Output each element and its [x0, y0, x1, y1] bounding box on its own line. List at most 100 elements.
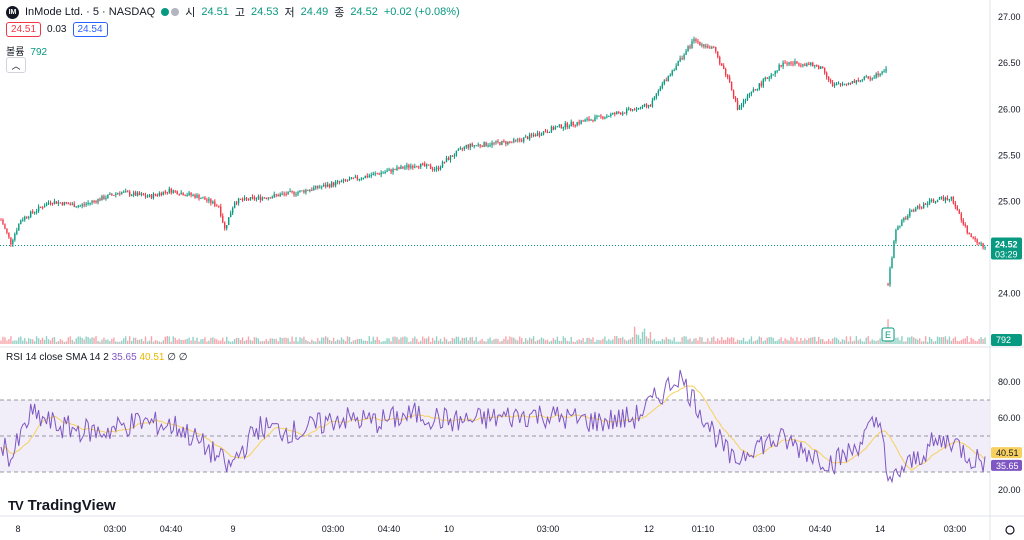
- candle-body: [623, 112, 626, 114]
- volume-bar: [594, 341, 596, 344]
- candle-body: [523, 137, 525, 142]
- candle-body: [786, 63, 788, 65]
- volume-bar: [127, 340, 129, 344]
- time-tick-label: 9: [230, 524, 235, 534]
- tradingview-mark-icon: TV: [8, 498, 24, 513]
- high-value: 24.53: [251, 6, 279, 18]
- candle-body: [736, 100, 739, 110]
- volume-bar: [378, 340, 380, 344]
- volume-bar: [847, 341, 850, 344]
- volume-bar: [625, 340, 628, 344]
- candle-body: [899, 225, 901, 227]
- volume-bar: [732, 337, 735, 344]
- volume-bar: [845, 336, 848, 344]
- candle-body: [330, 182, 333, 187]
- volume-bar: [469, 337, 471, 344]
- candle-body: [497, 141, 499, 143]
- volume-bar: [770, 336, 772, 344]
- volume-bar: [968, 341, 970, 344]
- volume-bar: [87, 337, 89, 344]
- candle-body: [136, 192, 139, 196]
- volume-bar: [350, 341, 353, 344]
- volume-bar: [75, 338, 77, 344]
- time-tick-label: 01:10: [692, 524, 715, 534]
- settings-gear-icon[interactable]: [1005, 525, 1015, 535]
- volume-bar: [431, 337, 434, 344]
- volume-bar: [576, 340, 578, 344]
- candle-body: [103, 196, 105, 200]
- candle-body: [936, 199, 939, 203]
- volume-bar: [534, 341, 537, 344]
- candle-body: [938, 197, 941, 200]
- volume-bar: [788, 340, 790, 344]
- volume-bar: [150, 336, 153, 344]
- volume-bar: [974, 340, 976, 344]
- earnings-marker[interactable]: [881, 327, 895, 342]
- low-value: 24.49: [300, 6, 329, 18]
- candle-body: [101, 196, 103, 201]
- volume-bar: [180, 339, 182, 344]
- candle-body: [754, 89, 757, 91]
- volume-bar: [146, 341, 149, 344]
- sell-button[interactable]: 24.51: [6, 22, 42, 37]
- candle-body: [958, 210, 961, 214]
- volume-bar: [206, 341, 208, 344]
- rsi-sma-badge: [991, 447, 1022, 459]
- candle-body: [69, 204, 71, 206]
- candle-body: [283, 193, 285, 195]
- volume-bar: [275, 338, 277, 344]
- rsi-name[interactable]: RSI 14 close SMA 14 2: [6, 352, 109, 363]
- volume-bar: [687, 339, 689, 344]
- volume-bar: [283, 337, 285, 344]
- candle-body: [372, 173, 374, 176]
- candle-body: [243, 197, 246, 201]
- volume-bar: [693, 338, 695, 344]
- candle-body: [340, 181, 343, 183]
- rsi-extra: ∅ ∅: [167, 352, 188, 363]
- buy-button[interactable]: 24.54: [72, 22, 108, 37]
- volume-bar: [782, 341, 784, 344]
- candle-body: [544, 131, 547, 133]
- volume-bar: [719, 340, 721, 344]
- candle-body: [790, 62, 792, 64]
- time-tick-label: 03:00: [104, 524, 127, 534]
- volume-bar: [138, 339, 141, 344]
- volume-bar: [588, 337, 590, 344]
- volume-bar: [449, 341, 452, 344]
- volume-bar: [287, 338, 289, 344]
- candle-body: [974, 237, 976, 240]
- symbol-title[interactable]: InMode Ltd. · 5 · NASDAQ: [25, 6, 156, 18]
- collapse-legend-button[interactable]: ︿: [6, 57, 26, 73]
- candle-body: [542, 131, 545, 135]
- rsi-legend: RSI 14 close SMA 14 2 35.65 40.51 ∅ ∅: [6, 352, 187, 363]
- candle-body: [889, 268, 891, 285]
- volume-bar: [83, 339, 85, 344]
- volume-bar: [26, 341, 28, 344]
- candle-body: [831, 82, 834, 86]
- tradingview-logo[interactable]: TV TradingView: [8, 497, 116, 514]
- candle-body: [445, 158, 448, 163]
- volume-bar: [487, 338, 489, 344]
- volume-bar: [390, 341, 392, 344]
- volume-bar: [622, 337, 624, 344]
- volume-bar: [41, 337, 44, 344]
- candle-body: [972, 236, 974, 238]
- candle-body: [107, 194, 109, 198]
- volume-bar: [897, 337, 899, 344]
- candle-body: [782, 62, 784, 67]
- volume-bar: [132, 337, 135, 344]
- volume-bar: [774, 341, 776, 344]
- candle-body: [962, 220, 964, 225]
- volume-bar: [226, 336, 228, 344]
- candle-body: [873, 77, 875, 79]
- candle-body: [338, 181, 341, 183]
- volume-bar: [336, 339, 339, 344]
- candle-body: [984, 246, 986, 248]
- volume-bar: [952, 338, 955, 344]
- candle-body: [816, 65, 818, 67]
- candle-body: [740, 104, 743, 108]
- volume-bar: [269, 338, 271, 344]
- volume-bar: [465, 337, 467, 344]
- volume-bar: [285, 337, 287, 344]
